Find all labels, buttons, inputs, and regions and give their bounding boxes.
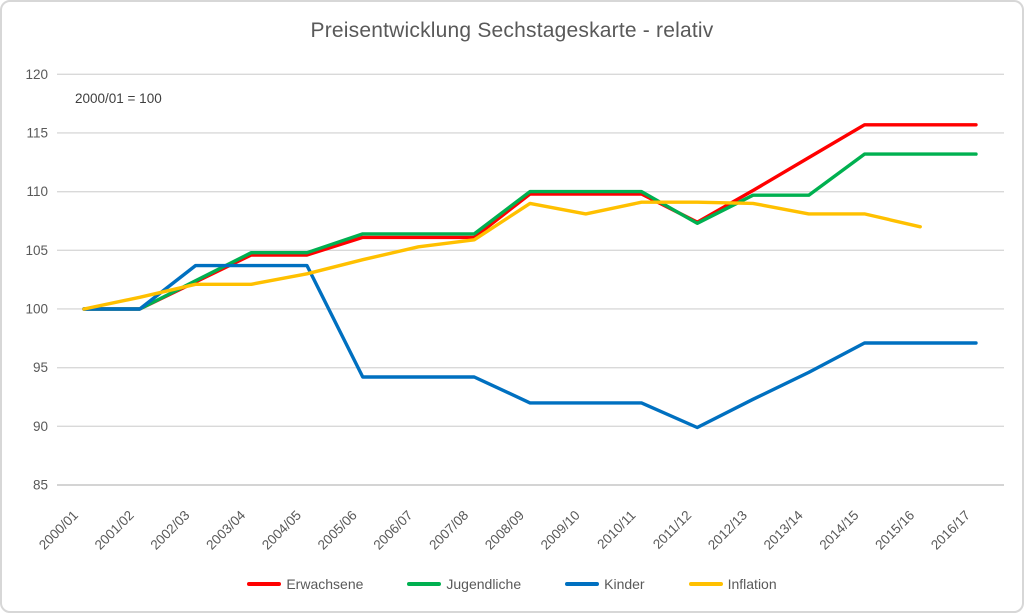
- legend-swatch-jugendliche: [407, 582, 442, 586]
- legend-item-erwachsene: Erwachsene: [247, 576, 363, 592]
- x-axis-tick-label: 2013/14: [761, 507, 806, 552]
- series-line-jugendliche: [82, 152, 978, 311]
- x-axis-tick-label: 2005/06: [315, 508, 360, 553]
- y-axis-tick-label: 115: [26, 125, 48, 140]
- chart-title: Preisentwicklung Sechstageskarte - relat…: [310, 19, 714, 42]
- legend-label: Jugendliche: [446, 576, 522, 592]
- y-axis-tick-label: 110: [26, 184, 48, 199]
- legend-label: Inflation: [727, 576, 777, 592]
- legend: Erwachsene Jugendliche Kinder Inflation: [60, 576, 964, 592]
- x-axis-tick-label: 2016/17: [928, 508, 973, 553]
- y-axis-tick-label: 90: [33, 419, 48, 434]
- x-axis-tick-label: 2010/11: [594, 508, 638, 552]
- x-axis-tick-label: 2007/08: [426, 508, 471, 553]
- x-axis-tick-label: 2003/04: [203, 507, 248, 552]
- x-axis-tick-label: 2002/03: [147, 508, 192, 553]
- y-axis-tick-label: 85: [33, 478, 48, 493]
- y-axis-tick-label: 100: [25, 301, 48, 316]
- y-axis-tick-label: 120: [25, 67, 48, 82]
- series-line-kinder: [82, 263, 978, 430]
- legend-swatch-inflation: [688, 582, 723, 586]
- x-axis-tick-label: 2008/09: [482, 508, 527, 553]
- x-axis-tick-label: 2009/10: [538, 508, 583, 553]
- legend-item-jugendliche: Jugendliche: [407, 576, 521, 592]
- chart-annotation: 2000/01 = 100: [75, 91, 162, 106]
- legend-swatch-erwachsene: [247, 582, 282, 586]
- x-axis-tick-label: 2015/16: [872, 508, 917, 553]
- x-axis-tick-label: 2000/01: [36, 508, 81, 553]
- x-axis-tick-label: 2004/05: [259, 508, 304, 553]
- legend-label: Erwachsene: [286, 576, 364, 592]
- x-axis-tick-label: 2011/12: [650, 508, 694, 552]
- x-axis-tick-label: 2006/07: [370, 508, 415, 553]
- x-axis-tick-label: 2001/02: [92, 508, 137, 553]
- series-line-erwachsene: [82, 123, 978, 311]
- x-axis-tick-label: 2014/15: [816, 508, 861, 553]
- y-axis-tick-label: 95: [33, 360, 48, 375]
- x-axis-tick-label: 2012/13: [705, 508, 750, 553]
- legend-swatch-kinder: [565, 582, 600, 586]
- legend-item-inflation: Inflation: [688, 576, 777, 592]
- legend-label: Kinder: [604, 576, 645, 592]
- series-line-inflation: [82, 200, 922, 311]
- y-axis-tick-label: 105: [25, 243, 48, 258]
- legend-item-kinder: Kinder: [565, 576, 645, 592]
